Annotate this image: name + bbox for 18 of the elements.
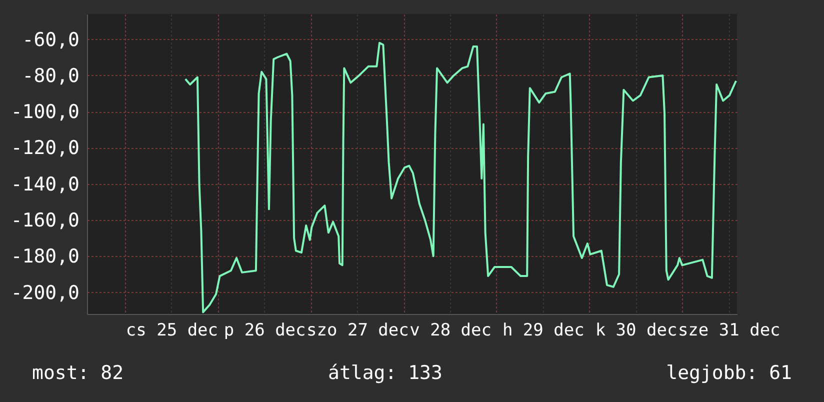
y-tick-label: -100,0 [10,101,80,124]
x-tick-label: k 30 dec [595,320,678,340]
x-tick-label: sze 31 dec [678,320,780,340]
text: legjobb: 61 [666,362,792,384]
y-tick-label: -60,0 [22,28,80,51]
x-tick-label: cs 25 dec [126,320,218,340]
text: átlag: 133 [328,362,442,384]
y-tick-label: -140,0 [10,173,80,196]
x-tick-label: v 28 dec [410,320,492,340]
x-tick-label: szo 27 dec [306,320,409,340]
y-tick-label: -120,0 [10,137,80,160]
y-tick-label: -200,0 [10,282,80,304]
x-tick-label: p 26 dec [224,320,306,340]
text: most: 82 [32,362,124,384]
x-tick-label: h 29 dec [502,320,584,340]
y-tick-label: -160,0 [10,210,80,232]
y-tick-label: -180,0 [10,246,80,268]
y-tick-label: -80,0 [22,64,80,87]
